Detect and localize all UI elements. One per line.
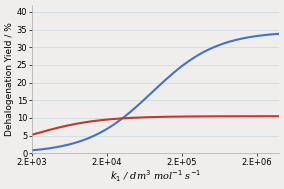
X-axis label: $k_1$ / dm$^3$ mol$^{-1}$ s$^{-1}$: $k_1$ / dm$^3$ mol$^{-1}$ s$^{-1}$ bbox=[110, 169, 201, 184]
Y-axis label: Dehalogenation Yield / %: Dehalogenation Yield / % bbox=[5, 22, 14, 136]
